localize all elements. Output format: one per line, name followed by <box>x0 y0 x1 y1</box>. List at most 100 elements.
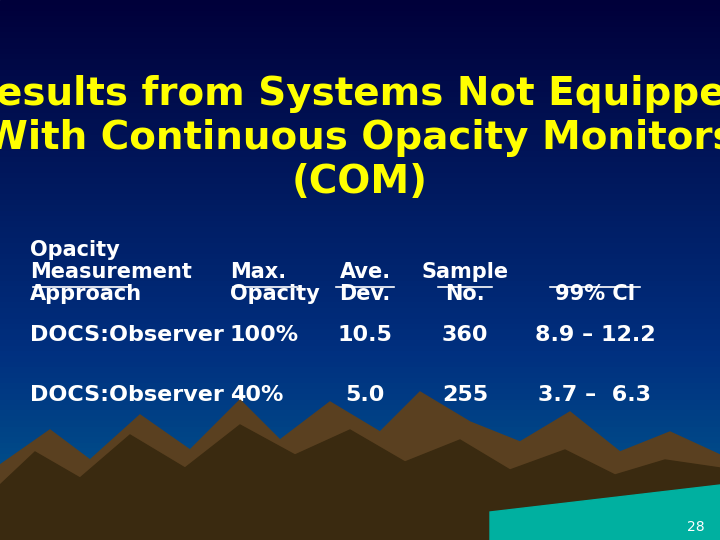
Bar <box>0 194 720 200</box>
Bar <box>0 297 720 302</box>
Bar <box>0 238 720 243</box>
Bar <box>0 81 720 86</box>
Bar <box>0 59 720 65</box>
Bar <box>0 421 720 427</box>
Bar <box>0 162 720 167</box>
Bar <box>0 308 720 313</box>
Bar <box>0 410 720 416</box>
Bar <box>0 259 720 265</box>
Bar <box>0 11 720 16</box>
Text: 255: 255 <box>442 385 488 405</box>
Bar <box>0 270 720 275</box>
Bar <box>0 140 720 146</box>
Bar <box>0 32 720 38</box>
Text: Max.: Max. <box>230 262 286 282</box>
Text: DOCS:Observer: DOCS:Observer <box>30 385 224 405</box>
Bar <box>0 119 720 124</box>
Bar <box>0 205 720 211</box>
Bar <box>0 275 720 281</box>
Bar <box>0 146 720 151</box>
Bar <box>0 394 720 400</box>
Text: 10.5: 10.5 <box>338 325 392 345</box>
Text: No.: No. <box>445 284 485 304</box>
Bar <box>0 475 720 481</box>
Bar <box>0 464 720 470</box>
Bar <box>0 491 720 497</box>
Bar <box>0 324 720 329</box>
Bar <box>0 292 720 297</box>
Text: Ave.: Ave. <box>339 262 390 282</box>
Bar <box>0 329 720 335</box>
Bar <box>0 427 720 432</box>
Text: Approach: Approach <box>30 284 142 304</box>
Bar <box>0 76 720 81</box>
Text: Opacity: Opacity <box>230 284 320 304</box>
Bar <box>0 281 720 286</box>
Bar <box>0 481 720 486</box>
Bar <box>0 518 720 524</box>
Bar <box>0 243 720 248</box>
Bar <box>0 97 720 103</box>
Bar <box>0 103 720 108</box>
Bar <box>0 502 720 508</box>
Bar <box>0 335 720 340</box>
Bar <box>0 189 720 194</box>
Text: Measurement: Measurement <box>30 262 192 282</box>
Bar <box>0 124 720 130</box>
Bar <box>0 389 720 394</box>
Bar <box>0 38 720 43</box>
Bar <box>0 0 720 5</box>
Bar <box>0 400 720 405</box>
Bar <box>0 178 720 184</box>
Bar <box>0 459 720 464</box>
Bar <box>0 367 720 373</box>
Bar <box>0 373 720 378</box>
Bar <box>0 356 720 362</box>
Bar <box>0 416 720 421</box>
Bar <box>0 130 720 135</box>
Bar <box>0 535 720 540</box>
Bar <box>0 92 720 97</box>
Bar <box>0 470 720 475</box>
Bar <box>0 254 720 259</box>
Bar <box>0 508 720 513</box>
Polygon shape <box>490 485 720 540</box>
Bar <box>0 513 720 518</box>
Bar <box>0 211 720 216</box>
Text: Sample: Sample <box>421 262 508 282</box>
Bar <box>0 265 720 270</box>
Text: 360: 360 <box>442 325 488 345</box>
Text: Results from Systems Not Equipped
With Continuous Opacity Monitors
(COM): Results from Systems Not Equipped With C… <box>0 75 720 201</box>
Bar <box>0 340 720 346</box>
Text: Dev.: Dev. <box>339 284 391 304</box>
Bar <box>0 248 720 254</box>
Bar <box>0 108 720 113</box>
Bar <box>0 497 720 502</box>
Bar <box>0 184 720 189</box>
Bar <box>0 157 720 162</box>
Bar <box>0 319 720 324</box>
Bar <box>0 22 720 27</box>
Text: 8.9 – 12.2: 8.9 – 12.2 <box>535 325 655 345</box>
Bar <box>0 216 720 221</box>
Bar <box>0 286 720 292</box>
Text: 100%: 100% <box>230 325 299 345</box>
Bar <box>0 448 720 454</box>
Text: Opacity: Opacity <box>30 240 120 260</box>
Bar <box>0 70 720 76</box>
Bar <box>0 232 720 238</box>
Bar <box>0 437 720 443</box>
Bar <box>0 443 720 448</box>
Bar <box>0 524 720 529</box>
Bar <box>0 313 720 319</box>
Bar <box>0 486 720 491</box>
Bar <box>0 362 720 367</box>
Bar <box>0 135 720 140</box>
Text: 28: 28 <box>688 520 705 534</box>
Bar <box>0 27 720 32</box>
Polygon shape <box>0 392 720 540</box>
Bar <box>0 43 720 49</box>
Bar <box>0 302 720 308</box>
Text: 40%: 40% <box>230 385 284 405</box>
Bar <box>0 529 720 535</box>
